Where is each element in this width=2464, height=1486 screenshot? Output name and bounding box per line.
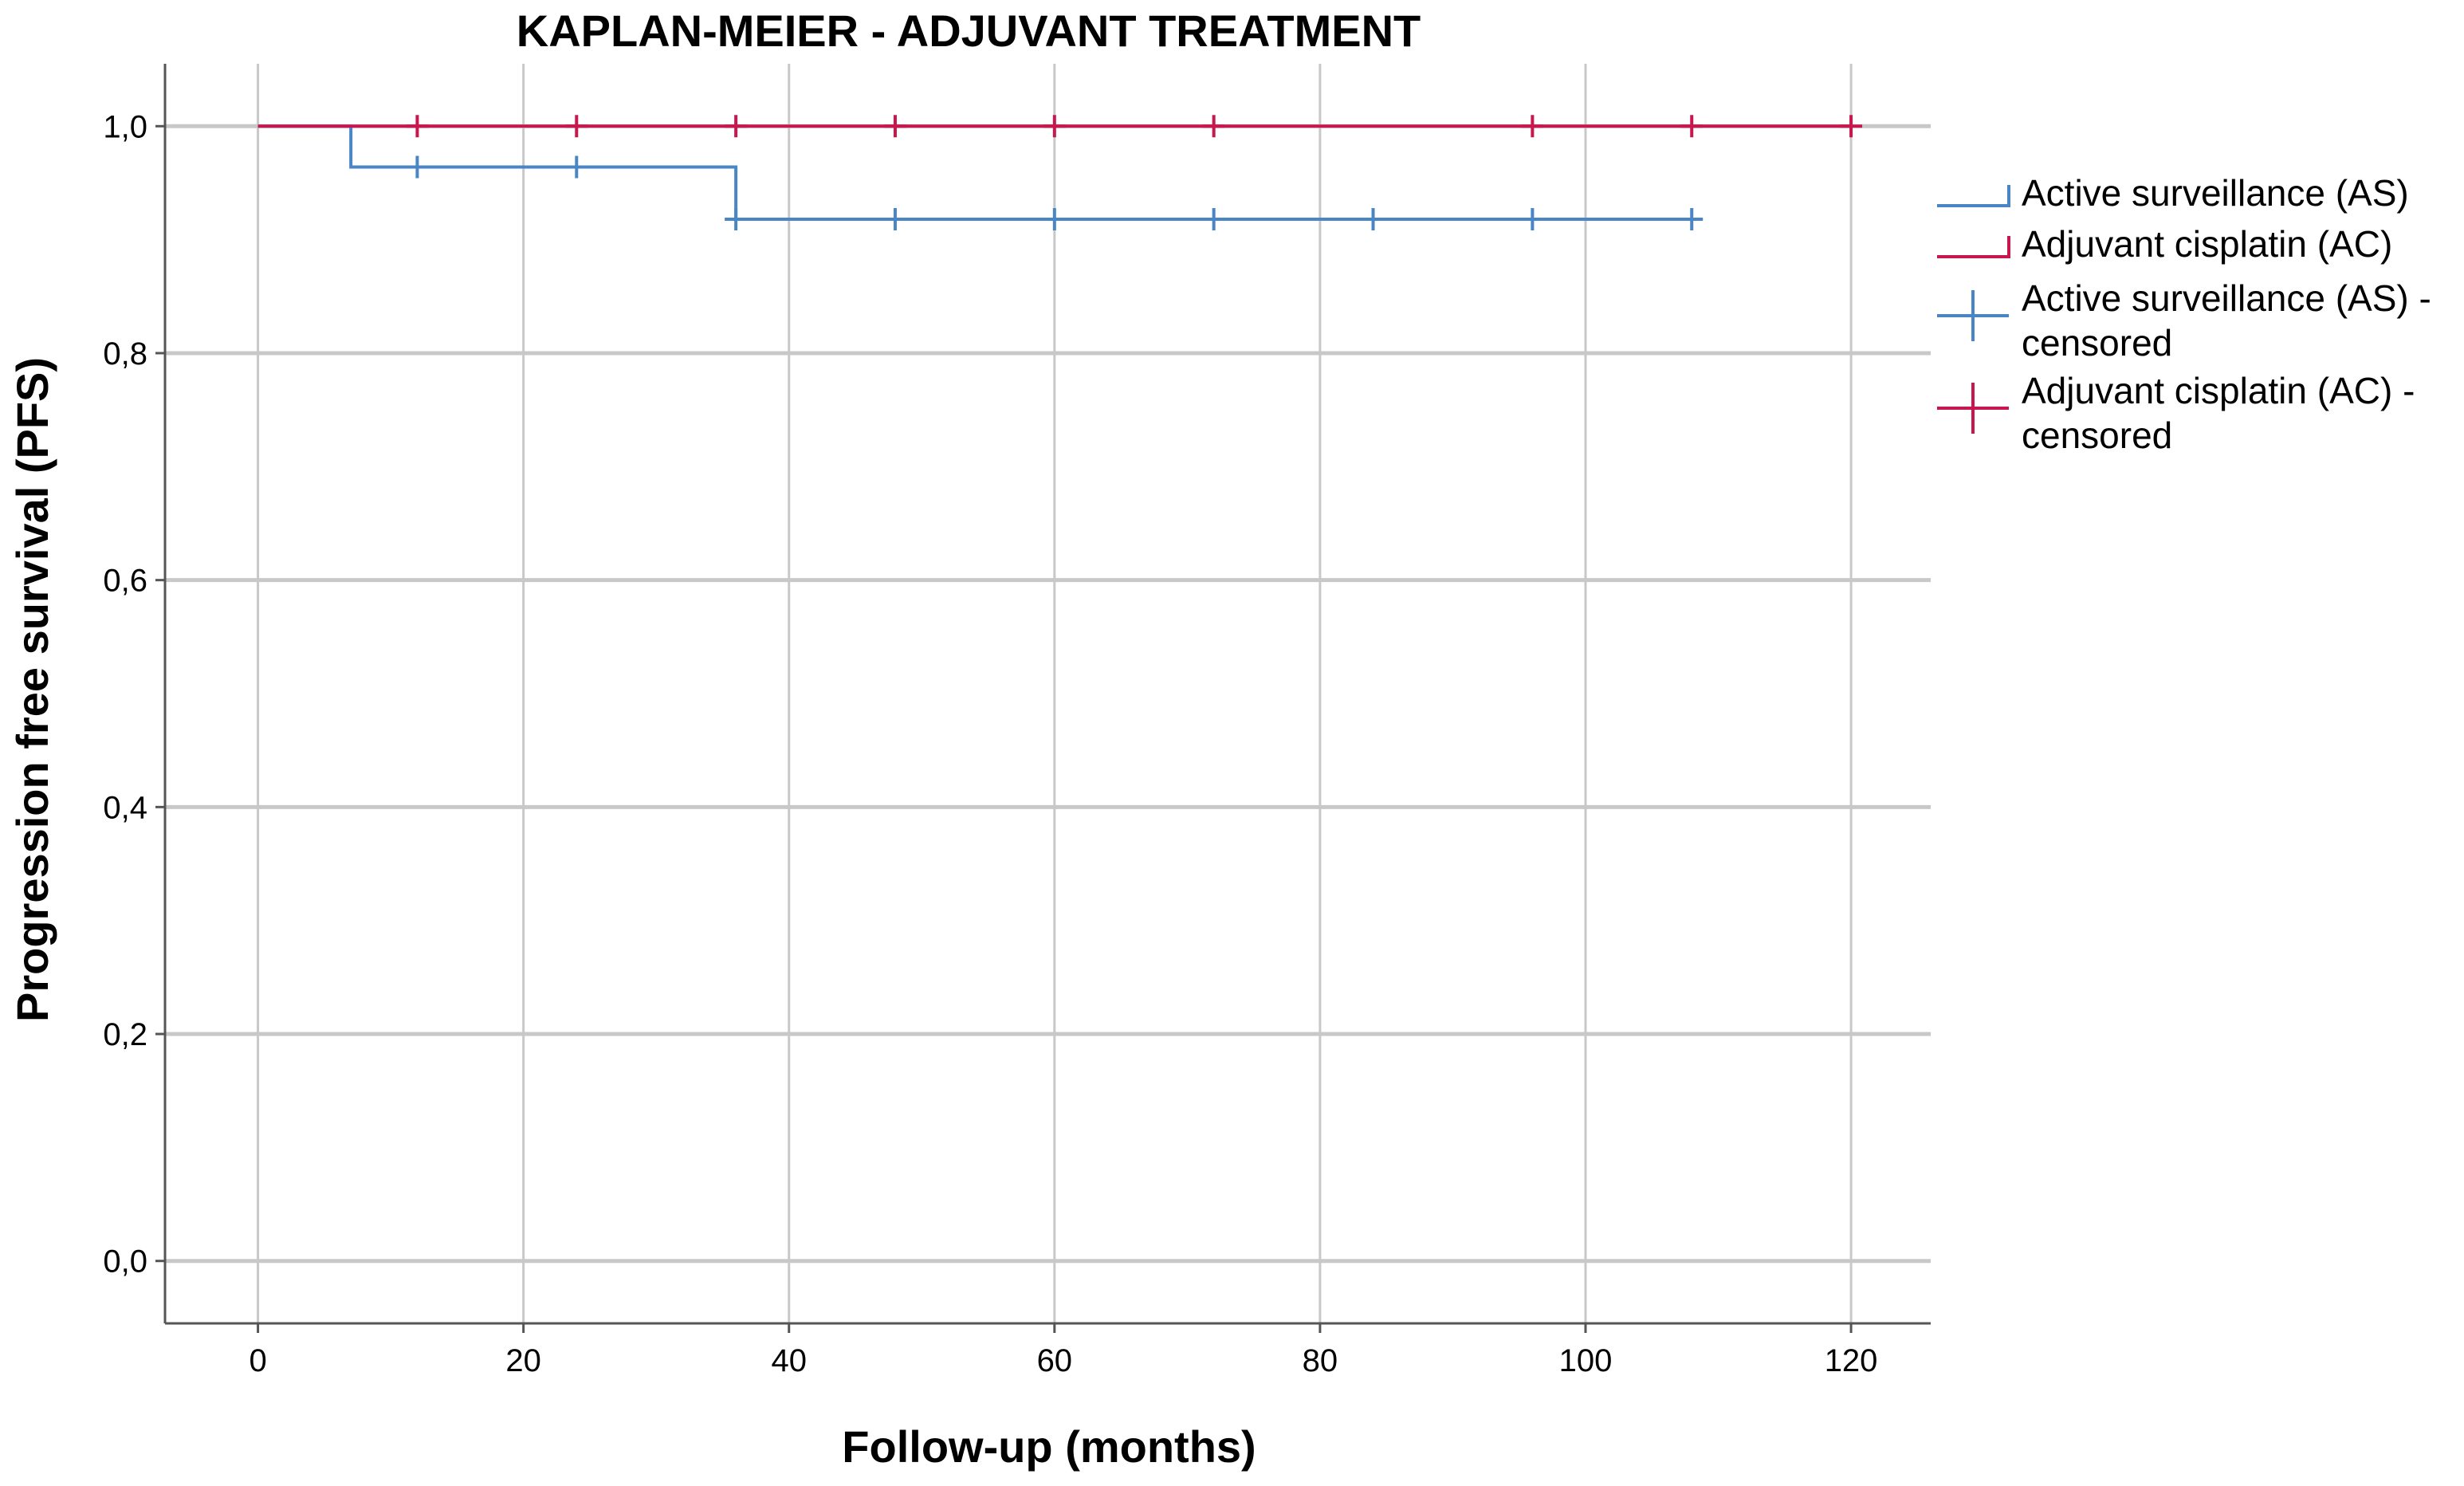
censor-mark bbox=[725, 208, 748, 231]
legend-entry: Active surveillance (AS) -censored bbox=[1937, 277, 2431, 364]
x-tick-label: 120 bbox=[1825, 1343, 1878, 1378]
censor-mark bbox=[565, 155, 588, 179]
x-tick-label: 80 bbox=[1303, 1343, 1338, 1378]
y-axis-label: Progression free survival (PFS) bbox=[7, 357, 57, 1022]
legend-cross-symbol bbox=[1937, 383, 2009, 434]
legend-label: Adjuvant cisplatin (AC) - bbox=[2022, 370, 2415, 411]
legend: Active surveillance (AS) Adjuvant cisplat… bbox=[1937, 172, 2431, 456]
y-tick-label: 1,0 bbox=[103, 109, 147, 144]
x-axis-label: Follow-up (months) bbox=[842, 1421, 1256, 1472]
x-tick-label: 40 bbox=[771, 1343, 807, 1378]
legend-label: censored bbox=[2022, 322, 2172, 364]
legend-label: censored bbox=[2022, 415, 2172, 456]
series-line bbox=[257, 124, 1692, 222]
axes bbox=[155, 64, 1931, 1333]
censor-mark bbox=[1043, 115, 1066, 138]
legend-entry: Active surveillance (AS) bbox=[1937, 172, 2409, 214]
y-tick-label: 0,6 bbox=[103, 564, 147, 599]
y-tick-label: 0,4 bbox=[103, 790, 147, 825]
censor-mark bbox=[406, 155, 429, 179]
legend-label: Adjuvant cisplatin (AC) bbox=[2022, 223, 2392, 265]
chart-title: KAPLAN-MEIER - ADJUVANT TREATMENT bbox=[517, 6, 1421, 56]
censor-mark bbox=[1362, 208, 1385, 231]
y-tick-label: 0,8 bbox=[103, 336, 147, 372]
legend-entry: Adjuvant cisplatin (AC) bbox=[1937, 223, 2392, 265]
censor-mark bbox=[1680, 208, 1704, 231]
censor-mark bbox=[1202, 208, 1225, 231]
censor-mark bbox=[1043, 208, 1066, 231]
tick-labels: 0 20 40 60 80 100 120 0,0 0,2 0,4 0,6 0,8 1,0 bbox=[103, 109, 1877, 1378]
legend-label: Active surveillance (AS) - bbox=[2022, 277, 2431, 319]
censor-mark bbox=[725, 115, 748, 138]
censor-mark bbox=[406, 115, 429, 138]
legend-step-symbol bbox=[1937, 236, 2010, 258]
censor-mark bbox=[565, 115, 588, 138]
censor-mark bbox=[1680, 115, 1704, 138]
y-tick-label: 0,2 bbox=[103, 1017, 147, 1052]
grid bbox=[165, 64, 1931, 1323]
x-tick-label: 0 bbox=[249, 1343, 266, 1378]
x-tick-label: 60 bbox=[1037, 1343, 1073, 1378]
legend-entry: Adjuvant cisplatin (AC) -censored bbox=[1937, 370, 2415, 456]
legend-step-symbol bbox=[1937, 185, 2010, 207]
censor-mark bbox=[1521, 208, 1544, 231]
legend-label: Active surveillance (AS) bbox=[2022, 172, 2409, 214]
x-tick-label: 100 bbox=[1559, 1343, 1613, 1378]
censor-mark bbox=[1840, 115, 1863, 138]
censor-marks bbox=[406, 115, 1863, 231]
censor-mark bbox=[1202, 115, 1225, 138]
censor-mark bbox=[1521, 115, 1544, 138]
y-tick-label: 0,0 bbox=[103, 1244, 147, 1280]
x-tick-label: 20 bbox=[505, 1343, 541, 1378]
legend-cross-symbol bbox=[1937, 290, 2009, 341]
censor-mark bbox=[883, 115, 906, 138]
censor-mark bbox=[883, 208, 906, 231]
